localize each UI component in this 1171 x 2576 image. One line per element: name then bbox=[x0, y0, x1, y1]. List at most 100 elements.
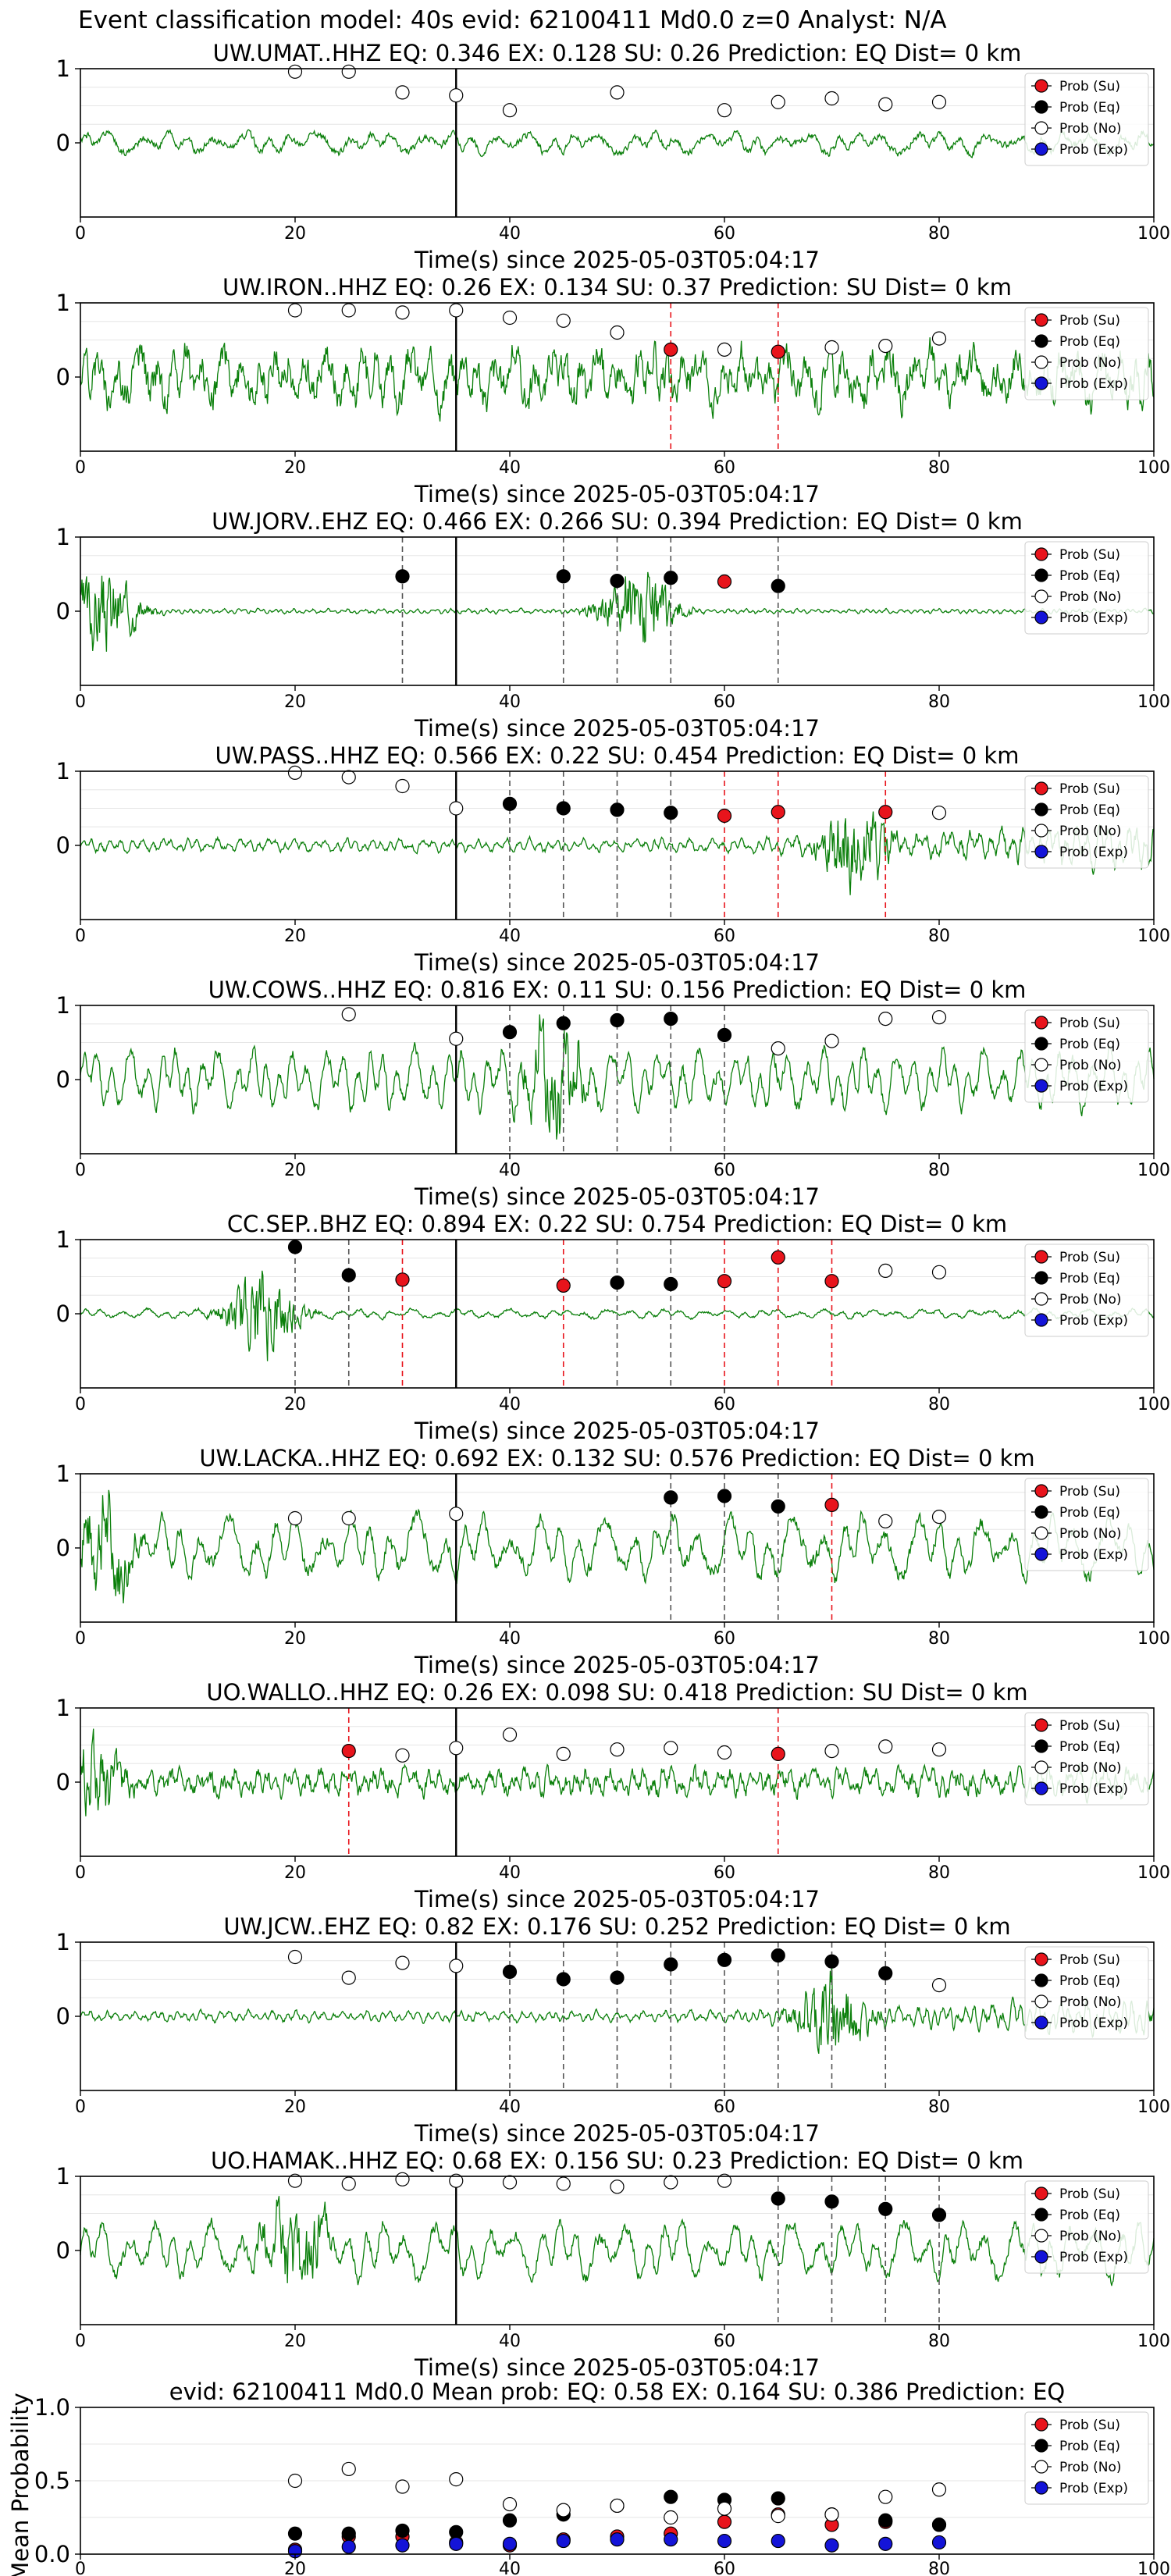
legend-marker bbox=[1034, 334, 1048, 348]
y-tick-label: 1 bbox=[56, 290, 70, 316]
panel-uw-cows--hhz: Prob (Su) Prob (Eq) Prob (No) Prob (Exp) UW.… bbox=[56, 977, 1170, 1210]
mean-point-probsu bbox=[717, 2514, 732, 2529]
y-tick-label: 0 bbox=[56, 832, 70, 859]
legend-marker bbox=[1034, 100, 1048, 114]
y-tick-label: 1 bbox=[56, 1461, 70, 1487]
waveform-trace bbox=[80, 1014, 1155, 1140]
prob-point-no bbox=[449, 1031, 464, 1046]
prob-point-su bbox=[824, 1274, 839, 1289]
legend-label: Prob (Exp) bbox=[1059, 845, 1128, 860]
prob-point-eq bbox=[717, 1489, 732, 1503]
x-tick-label: 20 bbox=[284, 927, 306, 946]
prob-point-no bbox=[717, 2173, 732, 2188]
prob-point-no bbox=[449, 1959, 464, 1973]
x-tick-label: 20 bbox=[284, 2560, 306, 2576]
waveform-trace bbox=[80, 811, 1155, 895]
prob-point-eq bbox=[824, 2194, 839, 2209]
mean-point-probeq bbox=[395, 2523, 410, 2539]
y-tick-label: 0 bbox=[56, 130, 70, 156]
x-tick-label: 20 bbox=[284, 224, 306, 244]
panel-uw-jorv--ehz: Prob (Su) Prob (Eq) Prob (No) Prob (Exp) UW.… bbox=[56, 508, 1170, 742]
x-tick-label: 40 bbox=[499, 927, 521, 946]
x-tick-label: 80 bbox=[928, 927, 950, 946]
legend-marker bbox=[1034, 1505, 1048, 1519]
legend-marker bbox=[1034, 1526, 1048, 1540]
mean-point-probno bbox=[556, 2503, 571, 2517]
legend-label: Prob (Exp) bbox=[1059, 142, 1128, 158]
prob-point-no bbox=[556, 1746, 571, 1761]
legend-label: Prob (Su) bbox=[1059, 547, 1120, 563]
prob-point-eq bbox=[878, 2201, 893, 2216]
legend-label: Prob (No) bbox=[1059, 121, 1122, 137]
mean-point-probexp bbox=[931, 2535, 947, 2550]
legend-label: Prob (Su) bbox=[1059, 1484, 1120, 1500]
prob-point-no bbox=[931, 331, 947, 346]
prob-point-eq bbox=[610, 1970, 625, 1985]
legend-label: Prob (Eq) bbox=[1059, 1739, 1120, 1755]
y-tick-label: 0 bbox=[56, 364, 70, 390]
prob-point-no bbox=[395, 305, 410, 320]
prob-point-no bbox=[931, 94, 947, 109]
legend-box bbox=[1024, 1244, 1149, 1337]
prob-point-no bbox=[341, 1510, 356, 1526]
x-tick-label: 40 bbox=[499, 2097, 521, 2117]
x-tick-label: 80 bbox=[928, 692, 950, 712]
prob-point-no bbox=[931, 1509, 947, 1525]
prob-point-no bbox=[341, 303, 356, 318]
prob-point-no bbox=[771, 94, 785, 109]
x-axis-label: Time(s) since 2025-05-03T05:04:17 bbox=[414, 715, 820, 742]
prob-point-eq bbox=[931, 2208, 947, 2222]
x-tick-label: 100 bbox=[1137, 2097, 1170, 2117]
legend-marker bbox=[1034, 610, 1048, 624]
prob-point-no bbox=[931, 1742, 947, 1757]
prob-point-no bbox=[717, 103, 732, 118]
legend-box bbox=[1024, 1946, 1149, 2040]
legend-marker bbox=[1034, 1058, 1048, 1072]
x-tick-label: 80 bbox=[928, 224, 950, 244]
prob-point-no bbox=[717, 1745, 732, 1760]
x-tick-label: 80 bbox=[928, 2332, 950, 2351]
x-tick-label: 20 bbox=[284, 1863, 306, 1883]
mean-point-probno bbox=[502, 2496, 518, 2512]
x-tick-label: 0 bbox=[75, 927, 86, 946]
legend-marker bbox=[1034, 589, 1048, 603]
legend-box bbox=[1024, 1478, 1149, 1571]
legend-box bbox=[1024, 2411, 1149, 2505]
legend-label: Prob (Exp) bbox=[1059, 610, 1128, 626]
legend-label: Prob (Su) bbox=[1059, 1952, 1120, 1968]
legend-marker bbox=[1034, 2208, 1048, 2222]
prob-point-su bbox=[771, 805, 785, 820]
prob-point-eq bbox=[664, 1276, 678, 1292]
legend-marker bbox=[1034, 1079, 1048, 1093]
prob-point-no bbox=[878, 1263, 893, 1279]
x-tick-label: 80 bbox=[928, 1629, 950, 1649]
legend-label: Prob (No) bbox=[1059, 1526, 1122, 1542]
mean-point-probexp bbox=[824, 2538, 839, 2553]
x-tick-label: 80 bbox=[928, 2097, 950, 2117]
prob-point-no bbox=[878, 339, 893, 354]
x-tick-label: 80 bbox=[928, 1395, 950, 1414]
x-tick-label: 100 bbox=[1137, 1863, 1170, 1883]
x-tick-label: 60 bbox=[714, 1395, 735, 1414]
prob-point-no bbox=[556, 2176, 571, 2191]
x-tick-label: 40 bbox=[499, 224, 521, 244]
legend-label: Prob (Eq) bbox=[1059, 100, 1120, 116]
mean-point-probno bbox=[824, 2507, 839, 2522]
prob-point-eq bbox=[717, 1952, 732, 1967]
x-tick-label: 20 bbox=[284, 1161, 306, 1180]
legend-label: Prob (Su) bbox=[1059, 2186, 1120, 2202]
legend-marker bbox=[1034, 1718, 1048, 1732]
figure-supertitle: Event classification model: 40s evid: 62… bbox=[78, 6, 947, 34]
prob-point-no bbox=[449, 2173, 464, 2188]
legend-marker bbox=[1034, 1037, 1048, 1051]
prob-point-no bbox=[502, 310, 518, 326]
panel-title: UO.WALLO..HHZ EQ: 0.26 EX: 0.098 SU: 0.4… bbox=[206, 1679, 1027, 1706]
y-tick-label: 1 bbox=[56, 1226, 70, 1253]
x-tick-label: 100 bbox=[1137, 1161, 1170, 1180]
panel-title: UW.JORV..EHZ EQ: 0.466 EX: 0.266 SU: 0.3… bbox=[212, 508, 1023, 535]
mean-point-probno bbox=[287, 2473, 303, 2489]
prob-point-no bbox=[824, 340, 839, 355]
x-tick-label: 40 bbox=[499, 458, 521, 478]
x-tick-label: 100 bbox=[1137, 2560, 1170, 2576]
panel-title: UW.PASS..HHZ EQ: 0.566 EX: 0.22 SU: 0.45… bbox=[215, 742, 1020, 769]
